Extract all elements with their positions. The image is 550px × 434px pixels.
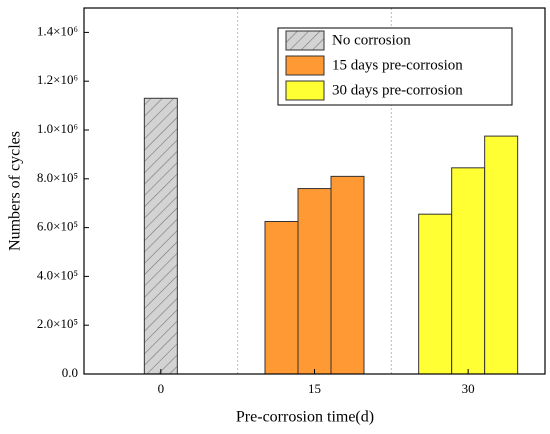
y-axis-title: Numbers of cycles — [7, 131, 24, 251]
legend-label: 15 days pre-corrosion — [332, 57, 463, 73]
x-tick-label: 15 — [308, 381, 321, 396]
y-tick-label: 4.0×10⁵ — [37, 267, 78, 282]
bar — [143, 97, 178, 375]
bar — [418, 213, 453, 375]
y-tick-label: 0.0 — [62, 365, 78, 380]
bar — [264, 221, 299, 375]
plot-frame — [83, 7, 546, 375]
legend-swatch — [285, 80, 325, 101]
y-tick-label: 8.0×10⁵ — [37, 170, 78, 185]
bar — [484, 135, 519, 375]
bar — [451, 167, 486, 375]
legend-swatch — [285, 55, 325, 76]
x-axis-title: Pre-corrosion time(d) — [236, 409, 374, 426]
x-tick-label: 0 — [158, 381, 165, 396]
bar — [297, 188, 332, 375]
y-tick-label: 1.0×10⁶ — [37, 121, 78, 136]
y-tick-label: 2.0×10⁵ — [37, 316, 78, 331]
legend-label: No corrosion — [332, 32, 411, 48]
y-tick-label: 1.4×10⁶ — [37, 23, 78, 38]
legend-label: 30 days pre-corrosion — [332, 82, 463, 98]
y-tick-label: 1.2×10⁶ — [37, 72, 78, 87]
x-tick-label: 30 — [462, 381, 475, 396]
bar — [330, 175, 365, 375]
y-tick-label: 6.0×10⁵ — [37, 219, 78, 234]
legend-swatch — [285, 30, 325, 51]
